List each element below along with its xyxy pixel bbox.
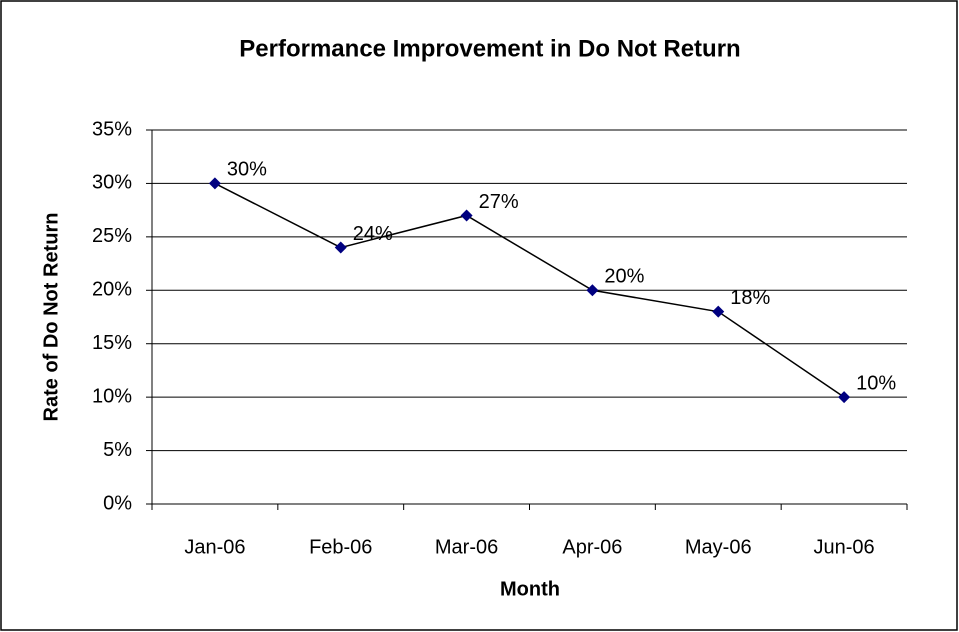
data-label: 18% (730, 287, 770, 309)
data-label: 30% (227, 159, 267, 181)
data-point (586, 284, 599, 297)
y-axis-label: Rate of Do Not Return (40, 213, 62, 422)
x-tick-label: Mar-06 (435, 536, 498, 558)
y-tick-label: 5% (103, 439, 132, 461)
y-tick-label: 0% (103, 492, 132, 514)
y-tick-label: 25% (92, 225, 132, 247)
y-tick-label: 15% (92, 332, 132, 354)
x-axis-label: Month (500, 578, 560, 600)
data-point (334, 241, 347, 254)
data-label: 10% (856, 372, 896, 394)
data-label: 24% (353, 223, 393, 245)
data-point (712, 305, 725, 318)
x-tick-label: May-06 (685, 536, 752, 558)
x-tick-label: Jan-06 (184, 536, 245, 558)
chart-title: Performance Improvement in Do Not Return (239, 35, 740, 62)
data-label: 20% (604, 266, 644, 288)
y-tick-label: 20% (92, 279, 132, 301)
x-tick-label: Apr-06 (562, 536, 622, 558)
data-point (460, 209, 473, 222)
data-point (208, 177, 221, 190)
x-tick-label: Feb-06 (309, 536, 372, 558)
data-point (838, 391, 851, 404)
y-tick-label: 30% (92, 172, 132, 194)
x-tick-label: Jun-06 (814, 536, 875, 558)
y-tick-label: 35% (92, 118, 132, 140)
data-label: 27% (479, 191, 519, 213)
series-line (214, 182, 845, 398)
y-tick-label: 10% (92, 385, 132, 407)
